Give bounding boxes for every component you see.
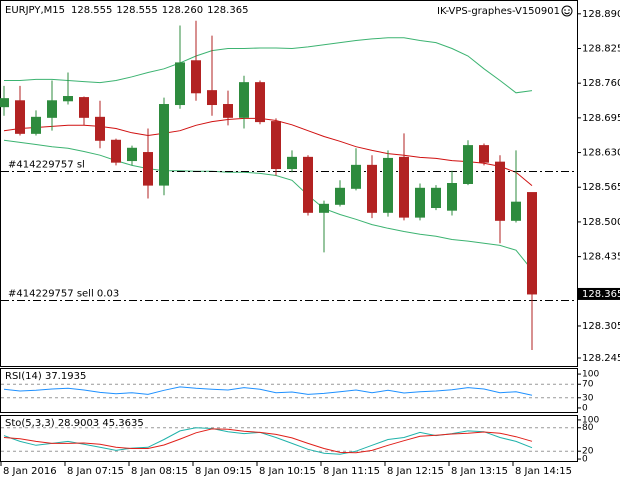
candle-body (527, 192, 537, 295)
y-tick-label: 128.245 (582, 353, 620, 364)
y-tick-label: 30 (582, 393, 594, 403)
x-tick-label: 8 Jan 10:15 (259, 466, 316, 477)
expert-smiley (561, 5, 573, 17)
indicator-line (3, 386, 533, 396)
candle-body (383, 157, 393, 213)
y-tick-label: 128.890 (582, 9, 620, 20)
candle-body (287, 156, 297, 170)
candle-body (175, 62, 185, 106)
candle-body (463, 145, 473, 185)
x-tick-label: 8 Jan 2016 (3, 466, 57, 477)
candle-body (159, 104, 169, 186)
x-tick-label: 8 Jan 12:15 (387, 466, 444, 477)
candle-body (399, 156, 409, 218)
candle-body (63, 96, 73, 102)
y-tick-label: 128.825 (582, 43, 620, 54)
quote-close: 128.365 (207, 5, 248, 16)
x-tick-label: 8 Jan 07:15 (67, 466, 124, 477)
candle-body (239, 82, 249, 118)
candle-body (271, 121, 281, 170)
rsi-panel (0, 368, 578, 413)
quote-open: 128.555 (71, 5, 112, 16)
y-tick-label: 128.565 (582, 182, 620, 193)
order-label: #414229757 sl (8, 160, 85, 171)
candle-body (31, 116, 41, 134)
y-tick-label: 128.500 (582, 217, 620, 228)
indicator-band (3, 117, 533, 186)
indicator-band (3, 139, 533, 271)
y-tick-label: 70 (582, 380, 594, 390)
y-tick-label: 128.435 (582, 252, 620, 263)
indicator-line (3, 428, 533, 454)
candle-body (79, 97, 89, 118)
candle-body (191, 60, 201, 94)
x-tick-label: 8 Jan 11:15 (323, 466, 380, 477)
indicator-title: Sto(5,3,3) 28.9003 45.3635 (5, 418, 144, 429)
y-tick-label: 80 (582, 423, 594, 433)
candle-body (111, 139, 121, 163)
y-tick-label: 128.305 (582, 321, 620, 332)
last-price-box (578, 287, 620, 300)
last-price-label: 128.365 (582, 289, 620, 300)
order-label: #414229757 sell 0.03 (8, 289, 119, 300)
main-panel (0, 0, 578, 367)
y-tick-label: 100 (582, 415, 599, 425)
candle-body (447, 183, 457, 211)
y-tick-label: 128.760 (582, 78, 620, 89)
candle-body (335, 187, 345, 205)
y-tick-label: 128.695 (582, 113, 620, 124)
indicator-title: RSI(14) 37.1935 (5, 371, 86, 382)
x-tick-label: 8 Jan 14:15 (515, 466, 572, 477)
y-tick-label: 0 (582, 455, 588, 465)
candle-body (479, 145, 489, 163)
symbol-header: EURJPY,M15 128.555 128.555 128.260 128.365 (5, 5, 248, 16)
candle-body (127, 147, 137, 162)
y-tick-label: 128.630 (582, 148, 620, 159)
y-tick-label: 100 (582, 370, 599, 380)
quote-low: 128.260 (162, 5, 203, 16)
candle-body (351, 164, 361, 189)
y-tick-label: 20 (582, 447, 594, 457)
x-tick-label: 8 Jan 08:15 (131, 466, 188, 477)
stochastic-panel (0, 415, 578, 462)
quote-high: 128.555 (116, 5, 157, 16)
candle-body (367, 164, 377, 213)
x-tick-label: 8 Jan 09:15 (195, 466, 252, 477)
candle-body (415, 187, 425, 218)
candle-body (223, 104, 233, 118)
candle-body (303, 156, 313, 213)
candle-body (495, 161, 505, 221)
x-tick-label: 8 Jan 13:15 (451, 466, 508, 477)
candle-body (319, 203, 329, 213)
y-tick-label: 0 (582, 403, 588, 413)
candle-body (0, 98, 9, 108)
indicator-band (4, 37, 533, 94)
candle-body (143, 152, 153, 186)
expert-name: IK-VPS-graphes-V150901 (437, 6, 560, 17)
candle-body (511, 201, 521, 221)
candle-body (47, 100, 57, 118)
symbol: EURJPY,M15 (5, 5, 65, 16)
candle-body (95, 116, 105, 141)
candle-body (207, 90, 217, 106)
candle-body (15, 100, 25, 134)
candle-body (431, 187, 441, 209)
candle-body (255, 82, 265, 123)
